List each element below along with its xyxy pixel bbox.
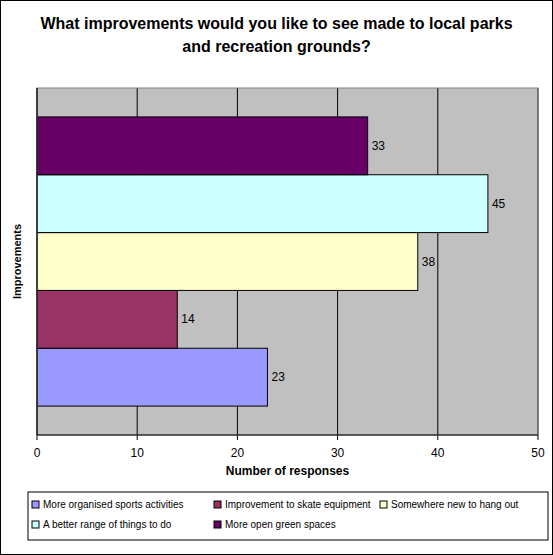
data-label: 33 xyxy=(372,139,386,153)
legend-swatch xyxy=(380,501,387,508)
tick-mark xyxy=(37,435,38,440)
legend-label: A better range of things to do xyxy=(43,519,172,530)
data-label: 38 xyxy=(422,255,436,269)
grid-line xyxy=(437,88,438,435)
plot-frame xyxy=(37,88,538,435)
legend-swatch xyxy=(32,501,39,508)
tick-label: 0 xyxy=(34,446,41,460)
legend-box xyxy=(28,492,548,540)
tick-label: 10 xyxy=(131,446,145,460)
data-label: 14 xyxy=(181,312,195,326)
legend-swatch xyxy=(32,521,39,528)
chart-container: 0 10 20 30 40 50 23 14 38 45 33 Number of responses… xyxy=(0,0,553,555)
tick-mark xyxy=(237,435,238,440)
tick-mark xyxy=(538,435,539,440)
x-axis-line xyxy=(37,435,538,436)
tick-label: 30 xyxy=(331,446,345,460)
bar xyxy=(37,117,368,175)
grid-line xyxy=(37,88,38,435)
legend-swatch xyxy=(214,501,221,508)
chart-svg: 0 10 20 30 40 50 23 14 38 45 33 Number of responses… xyxy=(0,0,553,555)
legend-label: Improvement to skate equipment xyxy=(225,499,371,510)
tick-mark xyxy=(437,435,438,440)
bar xyxy=(37,233,418,291)
y-axis-line xyxy=(37,88,38,435)
bars xyxy=(37,117,488,406)
legend-label: More open green spaces xyxy=(225,519,336,530)
tick-label: 20 xyxy=(231,446,245,460)
bar xyxy=(37,290,177,348)
y-axis-label: Improvements xyxy=(11,224,23,299)
bar xyxy=(37,175,488,233)
legend-swatch xyxy=(214,521,221,528)
data-label: 23 xyxy=(271,370,285,384)
x-axis-label: Number of responses xyxy=(226,464,350,478)
tick-mark xyxy=(337,435,338,440)
tick-label: 50 xyxy=(531,446,545,460)
bar xyxy=(37,348,267,406)
legend-label: Somewhere new to hang out xyxy=(391,499,519,510)
outer-border xyxy=(1,1,553,555)
plot-background xyxy=(37,88,538,435)
chart-title: What improvements would you like to see … xyxy=(40,12,513,58)
data-label: 45 xyxy=(492,197,506,211)
tick-mark xyxy=(137,435,138,440)
legend-label: More organised sports activities xyxy=(43,499,184,510)
tick-label: 40 xyxy=(431,446,445,460)
